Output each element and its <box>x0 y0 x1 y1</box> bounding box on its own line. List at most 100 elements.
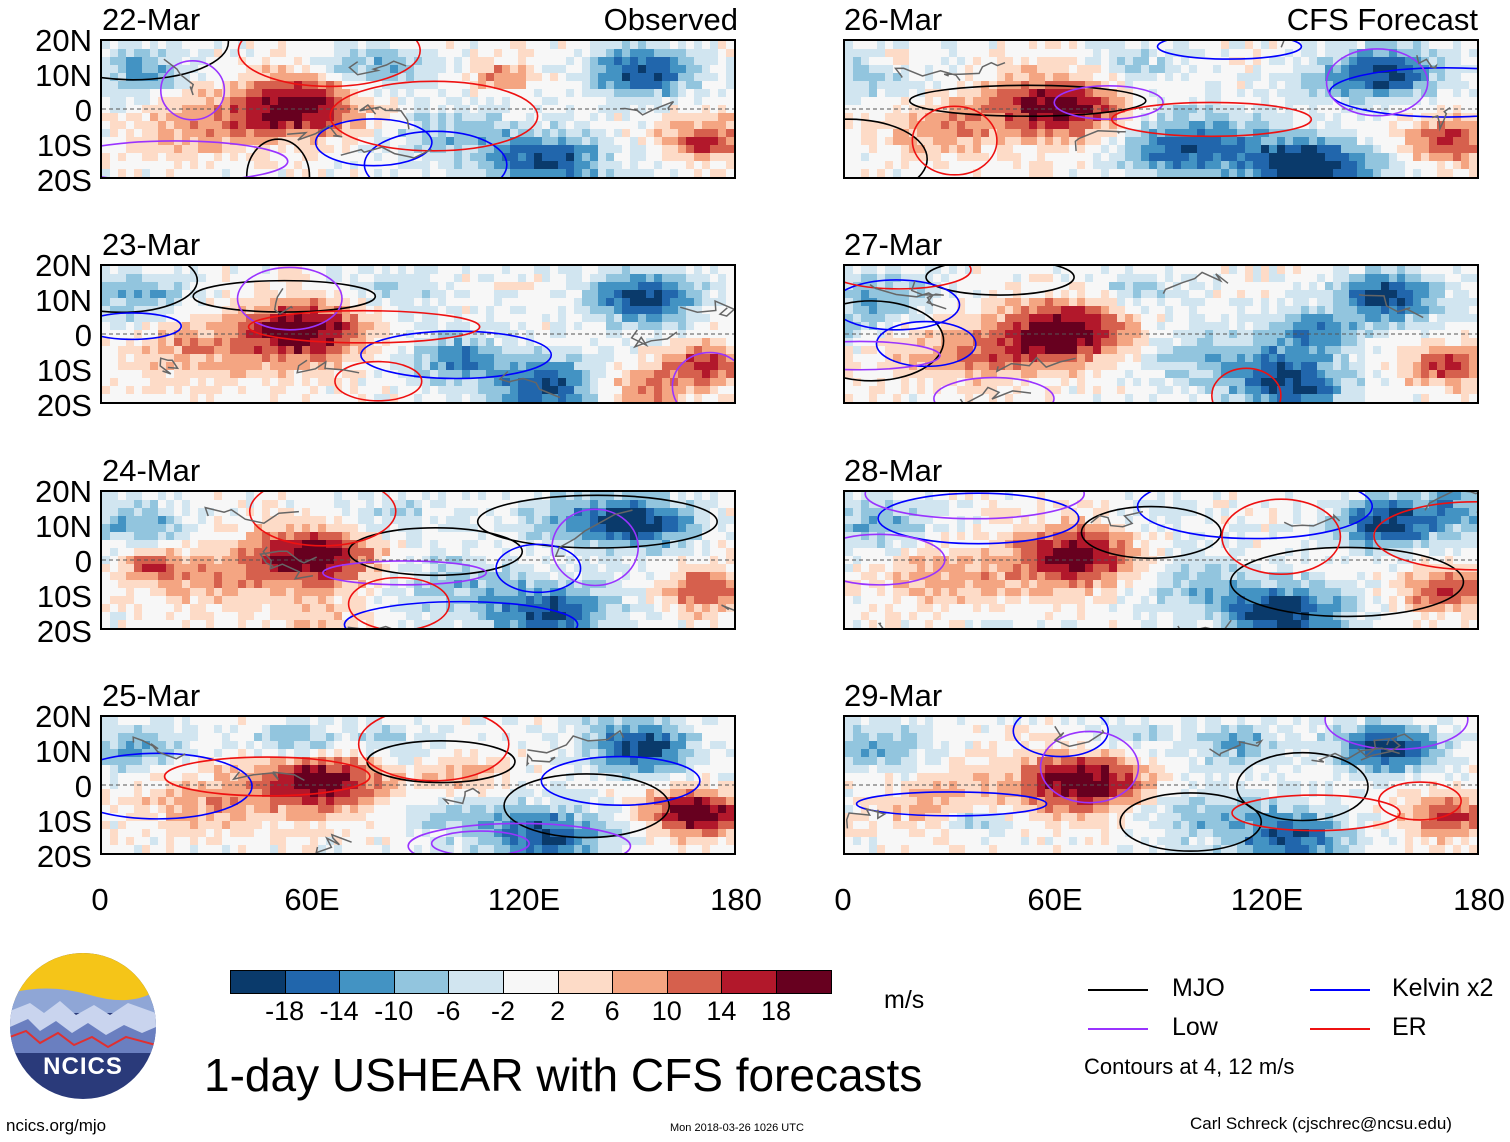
heatmap-cell <box>478 314 487 323</box>
heatmap-cell <box>318 725 327 734</box>
heatmap-cell <box>334 572 343 581</box>
heatmap-cell <box>310 580 319 589</box>
heatmap-cell <box>262 524 271 533</box>
heatmap-cell <box>294 572 303 581</box>
heatmap-cell <box>214 73 223 82</box>
heatmap-cell <box>262 129 271 138</box>
heatmap-cell <box>310 137 319 146</box>
heatmap-cell <box>566 588 575 597</box>
heatmap-cell <box>358 717 367 726</box>
coastline <box>296 359 360 374</box>
heatmap-cell <box>126 532 135 541</box>
heatmap-cell <box>182 161 191 170</box>
heatmap-cell <box>182 733 191 742</box>
heatmap-cell <box>422 145 431 154</box>
heatmap-cell <box>334 274 343 283</box>
y-label-10n: 10N <box>35 58 92 93</box>
heatmap-cell <box>214 386 223 395</box>
heatmap-cell <box>670 113 679 122</box>
heatmap-cell <box>606 330 615 339</box>
heatmap-cell <box>462 298 471 307</box>
heatmap-cell <box>582 725 591 734</box>
heatmap-cell <box>190 588 199 597</box>
heatmap-cell <box>630 153 639 162</box>
heatmap-cell <box>622 57 631 66</box>
heatmap-cell <box>598 717 607 726</box>
heatmap-cell <box>198 741 207 750</box>
heatmap-cell <box>638 717 647 726</box>
heatmap-cell <box>222 524 231 533</box>
heatmap-cell <box>270 749 279 758</box>
heatmap-cell <box>406 394 415 402</box>
heatmap-cell <box>630 73 639 82</box>
heatmap-cell <box>118 290 127 299</box>
heatmap-cell <box>726 362 734 371</box>
heatmap-cell <box>358 362 367 371</box>
heatmap-cell <box>670 121 679 130</box>
heatmap-cell <box>358 741 367 750</box>
heatmap-cell <box>134 572 143 581</box>
heatmap-cell <box>678 57 687 66</box>
heatmap-cell <box>454 765 463 774</box>
heatmap-cell <box>686 749 695 758</box>
heatmap-cell <box>158 322 167 331</box>
heatmap-cell <box>718 169 727 177</box>
heatmap-cell <box>198 338 207 347</box>
heatmap-cell <box>174 612 183 621</box>
heatmap-cell <box>278 105 287 114</box>
heatmap-cell <box>630 57 639 66</box>
heatmap-cell <box>214 604 223 613</box>
heatmap-cell <box>462 282 471 291</box>
heatmap-cell <box>462 370 471 379</box>
heatmap-cell <box>662 572 671 581</box>
contour-mjo <box>102 266 199 314</box>
heatmap-cell <box>174 781 183 790</box>
heatmap-cell <box>334 161 343 170</box>
heatmap-cell <box>438 49 447 58</box>
heatmap-cell <box>294 65 303 74</box>
heatmap-cell <box>414 386 423 395</box>
heatmap-cell <box>358 757 367 766</box>
heatmap-cell <box>582 137 591 146</box>
heatmap-cell <box>606 129 615 138</box>
heatmap-cell <box>334 394 343 402</box>
heatmap-cell <box>238 588 247 597</box>
heatmap-cell <box>686 797 695 806</box>
heatmap-cell <box>278 298 287 307</box>
heatmap-cell <box>550 346 559 355</box>
heatmap-cell <box>190 274 199 283</box>
heatmap-cell <box>350 540 359 549</box>
heatmap-cell <box>246 290 255 299</box>
heatmap-cell <box>606 306 615 315</box>
heatmap-cell <box>606 378 615 387</box>
heatmap-cell <box>622 596 631 605</box>
heatmap-cell <box>134 266 143 275</box>
heatmap-cell <box>358 725 367 734</box>
heatmap-cell <box>478 73 487 82</box>
heatmap-cell <box>542 274 551 283</box>
heatmap-cell <box>286 362 295 371</box>
heatmap-cell <box>574 596 583 605</box>
heatmap-cell <box>638 588 647 597</box>
heatmap-cell <box>446 386 455 395</box>
heatmap-cell <box>542 378 551 387</box>
heatmap-cell <box>726 612 734 621</box>
heatmap-cell <box>102 548 111 557</box>
heatmap-cell <box>366 153 375 162</box>
heatmap-cell <box>310 540 319 549</box>
heatmap-cell <box>622 386 631 395</box>
heatmap-cell <box>262 564 271 573</box>
heatmap-cell <box>726 153 734 162</box>
heatmap-cell <box>526 145 535 154</box>
heatmap-cell <box>430 741 439 750</box>
heatmap-cell <box>246 89 255 98</box>
heatmap-cell <box>262 89 271 98</box>
heatmap-cell <box>238 153 247 162</box>
heatmap-cell <box>518 524 527 533</box>
heatmap-cell <box>398 596 407 605</box>
heatmap-cell <box>406 717 415 726</box>
heatmap-cell <box>582 564 591 573</box>
heatmap-cell <box>358 773 367 782</box>
heatmap-cell <box>342 137 351 146</box>
heatmap-cell <box>478 282 487 291</box>
